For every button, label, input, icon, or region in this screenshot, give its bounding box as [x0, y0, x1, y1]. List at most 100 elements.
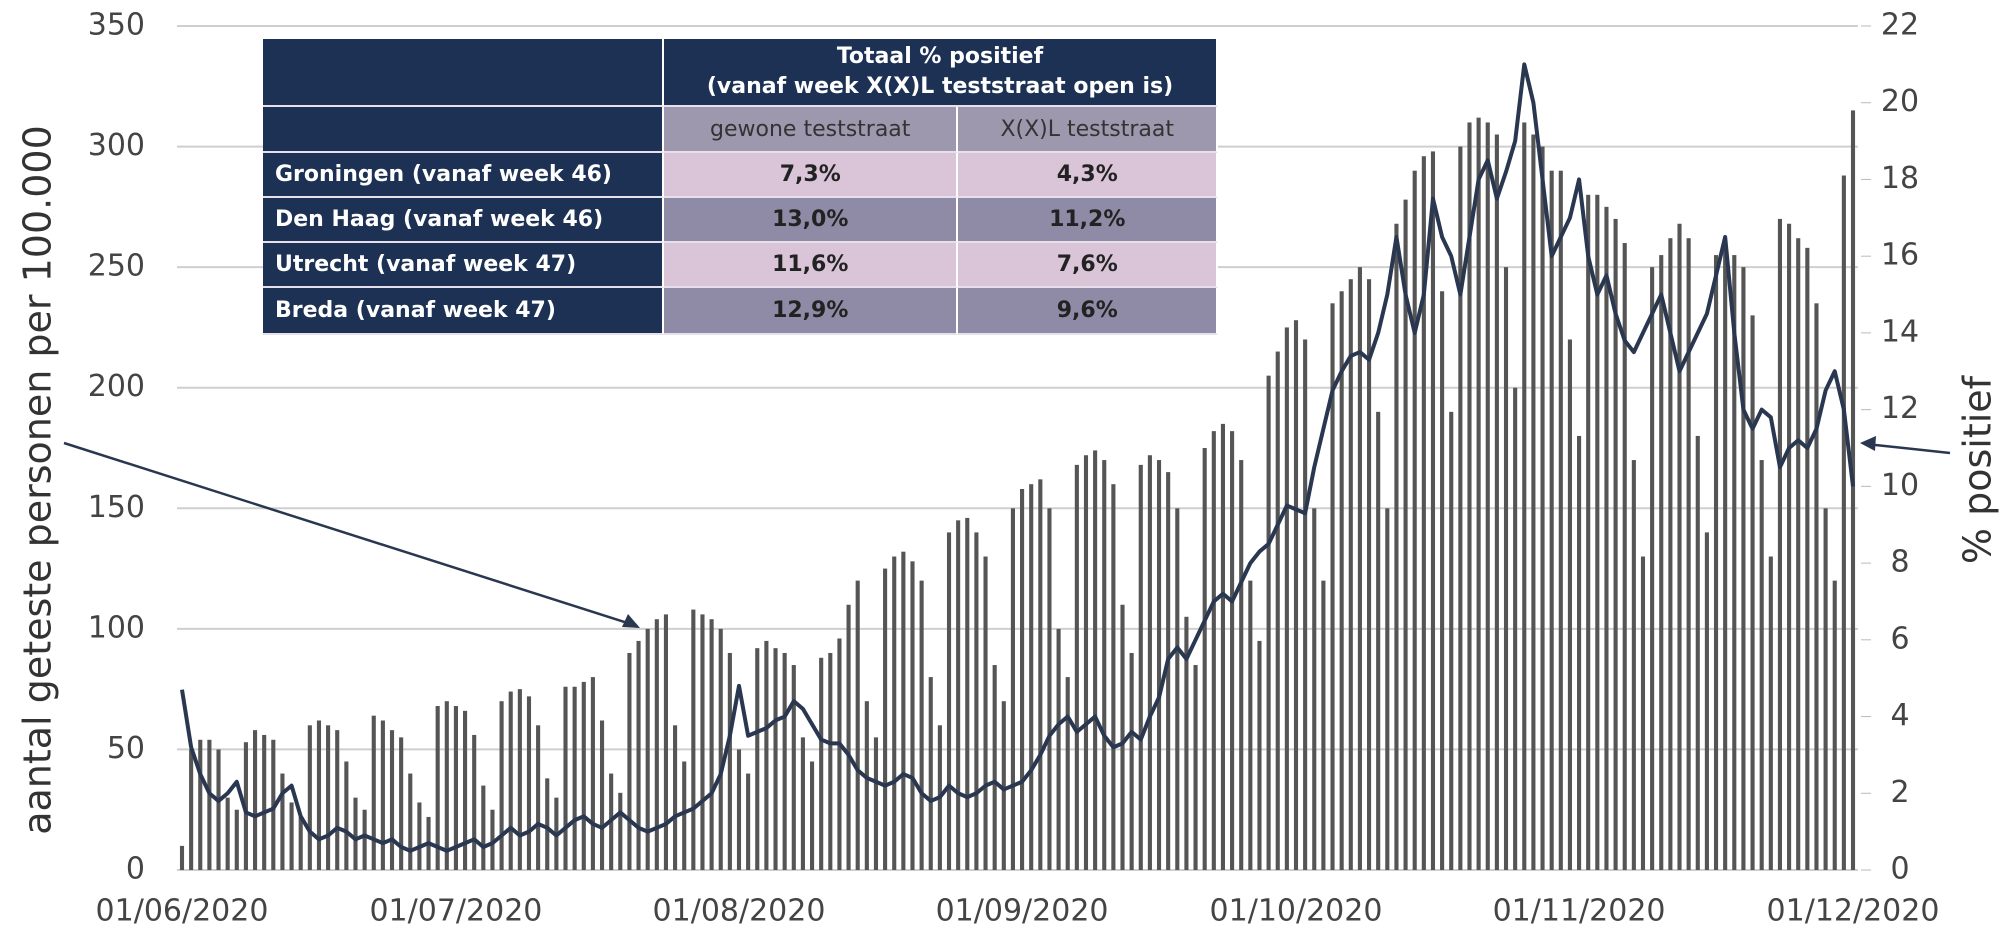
y2-tick-label: 22: [1881, 8, 1919, 43]
summary-table: Totaal % positief (vanaf week X(X)L test…: [263, 39, 1218, 335]
y-tick-label: 350: [88, 8, 145, 43]
y-tick-label: 100: [88, 610, 145, 645]
bar: [1394, 223, 1399, 871]
bar: [517, 689, 522, 870]
bar: [663, 614, 669, 870]
bar: [234, 809, 239, 870]
bar: [1412, 170, 1417, 870]
bar: [755, 648, 760, 870]
bar: [791, 665, 796, 870]
bar: [1759, 460, 1764, 870]
y2-tick-label: 2: [1890, 775, 1909, 810]
bar: [1650, 267, 1655, 871]
bar: [225, 797, 230, 870]
bar: [1787, 223, 1792, 871]
bar: [1531, 134, 1536, 870]
bar: [873, 737, 879, 870]
bar: [983, 556, 988, 870]
bar: [408, 773, 413, 870]
x-tick-label: 01/11/2020: [1493, 894, 1666, 929]
bar: [1202, 448, 1207, 870]
bar: [1001, 701, 1006, 870]
annotation-arrow: [1865, 442, 1951, 455]
bar: [828, 652, 833, 870]
annotation-arrow: [63, 441, 638, 628]
bar: [700, 614, 705, 870]
line: [180, 62, 1855, 853]
bar: [198, 739, 203, 870]
row-label: Groningen (vanaf week 46): [263, 153, 664, 198]
y2-tick-label: 12: [1881, 391, 1919, 426]
y2-tick-label: 10: [1881, 468, 1919, 503]
bar: [800, 737, 805, 870]
cell: 12,9%: [664, 288, 959, 335]
tick-labels: 0 50 100 150 200 250 300 350 0 2 4 6 8 10 12 14 16 18 20 22…: [88, 8, 1940, 929]
bar: [1074, 464, 1079, 870]
bar: [353, 797, 358, 870]
bar: [892, 556, 897, 870]
bar: [1503, 267, 1509, 871]
bar: [1321, 580, 1326, 870]
bar: [946, 532, 952, 870]
y2-tick-label: 0: [1890, 852, 1909, 887]
y2-tick-label: 14: [1881, 314, 1919, 349]
arrowhead: [1860, 436, 1876, 451]
lines: [180, 62, 1855, 853]
bar: [1613, 218, 1618, 870]
y2-tick-label: 6: [1890, 621, 1909, 656]
bar: [1211, 431, 1216, 870]
table-row: Breda (vanaf week 47) 12,9% 9,6%: [263, 288, 1218, 335]
bar: [590, 677, 595, 870]
bar: [1366, 279, 1372, 870]
bar: [1010, 508, 1015, 870]
bar: [1549, 170, 1554, 870]
bar: [362, 809, 367, 870]
bar: [1312, 508, 1317, 870]
bar: [1513, 387, 1518, 870]
table-subheader-row: gewone teststraat X(X)L teststraat: [263, 107, 1218, 153]
bar: [1348, 279, 1353, 870]
bar: [1522, 122, 1527, 870]
bar: [1823, 508, 1828, 870]
bar: [1257, 640, 1262, 870]
bar: [335, 730, 340, 870]
bar: [910, 561, 915, 870]
bar: [545, 778, 550, 870]
y-tick-label: 50: [107, 731, 145, 766]
bar: [572, 686, 577, 870]
x-tick-label: 01/08/2020: [653, 894, 826, 929]
cell: 9,6%: [958, 288, 1218, 335]
bar: [736, 749, 742, 870]
bar: [1330, 303, 1335, 870]
bar: [1449, 411, 1454, 870]
bar: [1467, 122, 1472, 870]
bar: [1540, 146, 1545, 871]
bar: [883, 568, 888, 870]
bar: [1284, 327, 1289, 870]
bar: [307, 725, 312, 870]
bar: [1038, 479, 1043, 870]
bar: [965, 517, 970, 870]
bar: [444, 701, 449, 870]
bar: [399, 737, 404, 870]
bar: [1631, 460, 1636, 870]
bar: [417, 802, 422, 870]
bar: [1293, 320, 1299, 870]
bar: [1376, 411, 1381, 870]
bar: [1403, 199, 1408, 870]
bar: [1193, 665, 1198, 870]
bar: [1275, 351, 1280, 870]
bar: [1056, 628, 1061, 870]
bar: [1166, 472, 1171, 870]
bar: [618, 792, 623, 870]
table-corner: [263, 107, 664, 153]
bar: [1841, 175, 1846, 871]
bar: [1266, 375, 1271, 870]
bar: [581, 681, 586, 870]
bar: [1440, 291, 1445, 870]
bar: [864, 701, 869, 870]
bar: [1248, 580, 1253, 870]
bar: [1805, 247, 1810, 870]
bar: [1850, 110, 1856, 870]
bar: [654, 619, 659, 870]
